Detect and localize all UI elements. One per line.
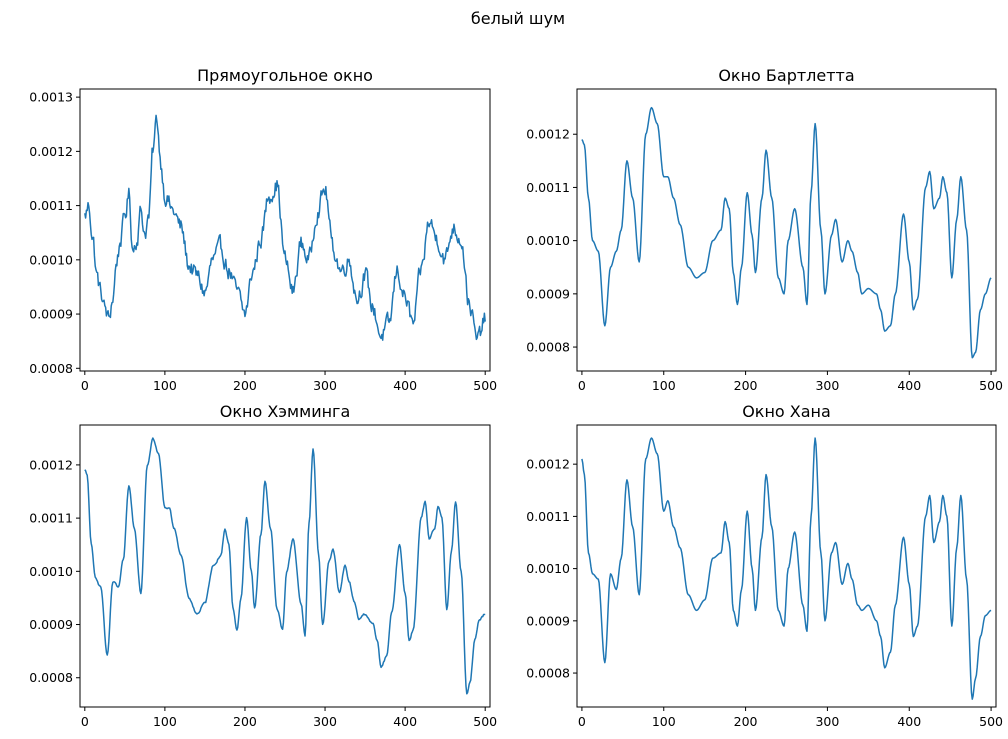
subplots: Прямоугольное окно 0 100 200 300 400 500 0.0008… bbox=[29, 66, 1003, 729]
y-tick-label: 0.0011 bbox=[29, 511, 73, 526]
x-tick-label: 400 bbox=[393, 714, 417, 729]
series-line bbox=[84, 114, 486, 341]
y-tick-label: 0.0009 bbox=[526, 286, 570, 301]
plot-frame bbox=[79, 88, 491, 372]
figure-title: белый шум bbox=[471, 9, 565, 28]
series-line bbox=[581, 437, 992, 700]
y-tick-label: 0.0012 bbox=[526, 457, 570, 472]
subplot-title: Окно Хэмминга bbox=[220, 402, 351, 421]
x-tick-label: 200 bbox=[233, 714, 257, 729]
x-tick-label: 300 bbox=[313, 714, 337, 729]
subplot-3: Окно Хэмминга 0 100 200 300 400 500 0.0008 0.000… bbox=[29, 402, 497, 729]
y-tick-label: 0.0008 bbox=[526, 666, 570, 681]
plot-frame bbox=[79, 424, 491, 708]
x-tick-label: 100 bbox=[652, 714, 676, 729]
x-tick-label: 300 bbox=[815, 714, 839, 729]
x-tick-label: 400 bbox=[393, 378, 417, 393]
series-line bbox=[84, 437, 486, 695]
y-tick-label: 0.0010 bbox=[526, 561, 570, 576]
y-tick-label: 0.0012 bbox=[29, 144, 73, 159]
y-tick-label: 0.0013 bbox=[29, 90, 73, 105]
x-tick-label: 500 bbox=[979, 378, 1003, 393]
y-tick-label: 0.0008 bbox=[526, 340, 570, 355]
subplot-2: Окно Бартлетта 0 100 200 300 400 500 0.0008 0.00… bbox=[526, 66, 1003, 393]
y-tick-label: 0.0009 bbox=[29, 617, 73, 632]
x-tick-label: 100 bbox=[153, 378, 177, 393]
y-tick-label: 0.0011 bbox=[526, 509, 570, 524]
subplot-title: Прямоугольное окно bbox=[197, 66, 373, 85]
plot-frame bbox=[576, 88, 997, 372]
y-tick-label: 0.0012 bbox=[526, 127, 570, 142]
x-tick-label: 400 bbox=[897, 378, 921, 393]
subplot-4: Окно Хана 0 100 200 300 400 500 0.0008 0.0009 0.0… bbox=[526, 402, 1003, 729]
x-tick-label: 200 bbox=[233, 378, 257, 393]
x-tick-label: 300 bbox=[815, 378, 839, 393]
x-tick-label: 0 bbox=[81, 714, 89, 729]
x-tick-label: 500 bbox=[473, 714, 497, 729]
x-tick-label: 200 bbox=[734, 378, 758, 393]
x-tick-label: 0 bbox=[578, 378, 586, 393]
subplot-1: Прямоугольное окно 0 100 200 300 400 500 0.0008… bbox=[29, 66, 497, 393]
y-tick-label: 0.0011 bbox=[526, 180, 570, 195]
x-tick-label: 200 bbox=[734, 714, 758, 729]
series-line bbox=[581, 106, 992, 359]
y-tick-label: 0.0009 bbox=[29, 307, 73, 322]
x-tick-label: 0 bbox=[81, 378, 89, 393]
y-tick-label: 0.0008 bbox=[29, 670, 73, 685]
subplot-title: Окно Хана bbox=[742, 402, 831, 421]
x-tick-label: 300 bbox=[313, 378, 337, 393]
x-tick-label: 500 bbox=[473, 378, 497, 393]
subplot-title: Окно Бартлетта bbox=[718, 66, 854, 85]
x-tick-label: 0 bbox=[578, 714, 586, 729]
x-tick-label: 500 bbox=[979, 714, 1003, 729]
y-tick-label: 0.0011 bbox=[29, 198, 73, 213]
y-tick-label: 0.0010 bbox=[29, 252, 73, 267]
y-tick-label: 0.0012 bbox=[29, 457, 73, 472]
plot-frame bbox=[576, 424, 997, 708]
y-tick-label: 0.0010 bbox=[526, 233, 570, 248]
y-tick-label: 0.0009 bbox=[526, 613, 570, 628]
x-tick-label: 100 bbox=[652, 378, 676, 393]
x-tick-label: 400 bbox=[897, 714, 921, 729]
x-tick-label: 100 bbox=[153, 714, 177, 729]
y-tick-label: 0.0010 bbox=[29, 564, 73, 579]
y-tick-label: 0.0008 bbox=[29, 361, 73, 376]
